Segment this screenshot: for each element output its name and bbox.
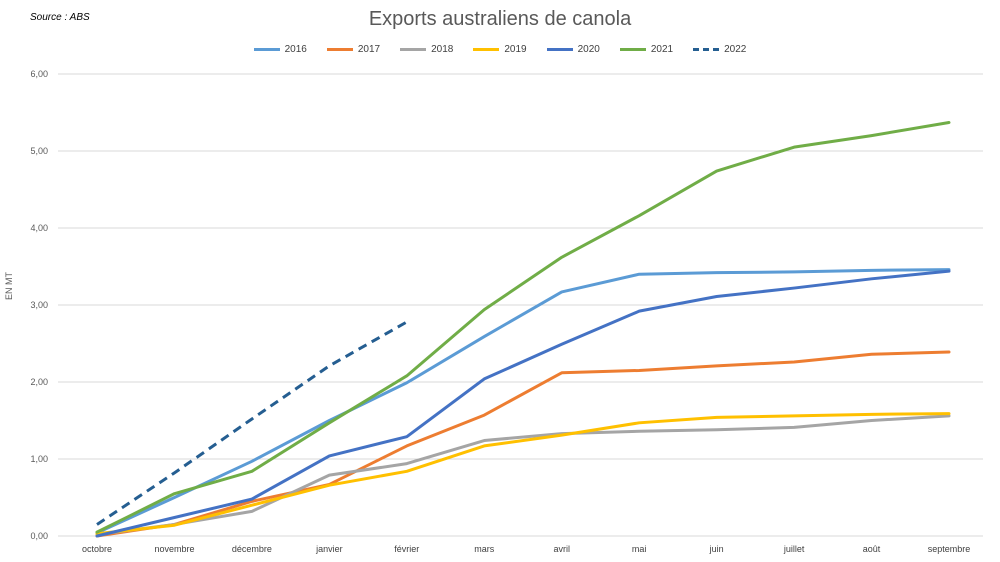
legend-item-2018: 2018 xyxy=(400,44,453,55)
chart-title: Exports australiens de canola xyxy=(368,8,632,30)
x-tick-label: octobre xyxy=(82,544,112,554)
y-tick-label: 0,00 xyxy=(30,531,48,541)
legend-swatch xyxy=(253,48,280,51)
x-tick-label: mai xyxy=(632,544,647,554)
legend-item-2016: 2016 xyxy=(253,44,307,55)
legend-item-2020: 2020 xyxy=(546,44,600,55)
legend-swatch xyxy=(619,48,646,51)
x-tick-label: juillet xyxy=(783,544,805,554)
y-tick-label: 6,00 xyxy=(30,69,48,79)
y-tick-label: 4,00 xyxy=(30,223,48,233)
series-line-2016 xyxy=(95,268,951,535)
source-note: Source : ABS xyxy=(30,12,90,23)
legend-label: 2016 xyxy=(284,44,307,55)
legend: 2016 2017 2018 2019 2020 2021 2022 xyxy=(0,44,1000,55)
y-tick-label: 2,00 xyxy=(30,377,48,387)
legend-swatch xyxy=(326,48,353,51)
series-line-2017 xyxy=(95,350,951,538)
legend-swatch xyxy=(693,48,720,51)
legend-item-2019: 2019 xyxy=(473,44,527,55)
y-tick-label: 1,00 xyxy=(30,454,48,464)
x-tick-label: septembre xyxy=(928,544,971,554)
x-tick-label: juin xyxy=(709,544,724,554)
legend-swatch xyxy=(546,48,573,51)
legend-label: 2017 xyxy=(357,44,381,55)
x-tick-label: février xyxy=(394,544,419,554)
x-tick-label: novembre xyxy=(154,544,194,554)
series-line-2022 xyxy=(96,320,408,526)
y-tick-label: 5,00 xyxy=(30,146,48,156)
legend-label: 2018 xyxy=(431,44,454,55)
legend-swatch xyxy=(473,48,500,51)
x-tick-label: décembre xyxy=(232,544,272,554)
legend-item-2021: 2021 xyxy=(619,44,674,55)
legend-label: 2020 xyxy=(577,44,600,55)
x-tick-label: août xyxy=(863,544,881,554)
legend-label: 2022 xyxy=(724,44,747,55)
legend-swatch xyxy=(400,48,427,51)
series-line-2020 xyxy=(95,269,951,538)
legend-item-2022: 2022 xyxy=(693,44,746,55)
legend-item-2017: 2017 xyxy=(326,44,381,55)
series-line-2021 xyxy=(95,121,951,534)
x-tick-label: janvier xyxy=(315,544,343,554)
series-line-2019 xyxy=(95,412,951,536)
legend-label: 2019 xyxy=(504,44,527,55)
series-line-2018 xyxy=(95,414,951,536)
x-tick-label: avril xyxy=(553,544,570,554)
x-tick-label: mars xyxy=(474,544,494,554)
legend-label: 2021 xyxy=(650,44,674,55)
y-tick-label: 3,00 xyxy=(30,300,48,310)
